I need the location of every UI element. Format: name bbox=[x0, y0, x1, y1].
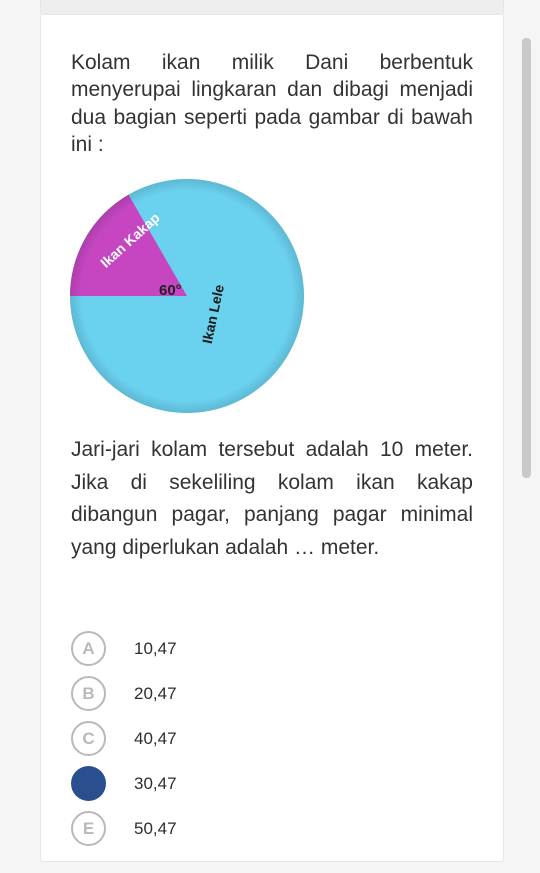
pie-svg bbox=[67, 176, 307, 416]
scrollbar-thumb[interactable] bbox=[522, 38, 531, 478]
question-text-1: Kolam ikan milik Dani berbentuk menyerup… bbox=[71, 49, 473, 158]
pie-edge-shadow bbox=[70, 179, 304, 413]
card-top-strip bbox=[40, 0, 504, 14]
option-e[interactable]: E 50,47 bbox=[71, 806, 473, 851]
page-root: Kolam ikan milik Dani berbentuk menyerup… bbox=[0, 0, 540, 873]
question-card: Kolam ikan milik Dani berbentuk menyerup… bbox=[40, 14, 504, 862]
option-a-label: 10,47 bbox=[134, 639, 177, 659]
angle-label: 60° bbox=[159, 282, 182, 299]
option-d[interactable]: 30,47 bbox=[71, 761, 473, 806]
option-d-label: 30,47 bbox=[134, 774, 177, 794]
answer-options: A 10,47 B 20,47 C 40,47 30,47 E 50,47 bbox=[71, 626, 473, 851]
option-a[interactable]: A 10,47 bbox=[71, 626, 473, 671]
option-b-circle: B bbox=[71, 676, 106, 711]
option-b[interactable]: B 20,47 bbox=[71, 671, 473, 716]
pie-chart: Ikan Kakap Ikan Lele 60° bbox=[67, 176, 307, 416]
question-text-2: Jari-jari kolam tersebut adalah 10 meter… bbox=[71, 434, 473, 564]
option-e-circle: E bbox=[71, 811, 106, 846]
option-d-circle bbox=[71, 766, 106, 801]
option-a-circle: A bbox=[71, 631, 106, 666]
option-c-label: 40,47 bbox=[134, 729, 177, 749]
option-b-label: 20,47 bbox=[134, 684, 177, 704]
option-c-circle: C bbox=[71, 721, 106, 756]
option-c[interactable]: C 40,47 bbox=[71, 716, 473, 761]
option-e-label: 50,47 bbox=[134, 819, 177, 839]
